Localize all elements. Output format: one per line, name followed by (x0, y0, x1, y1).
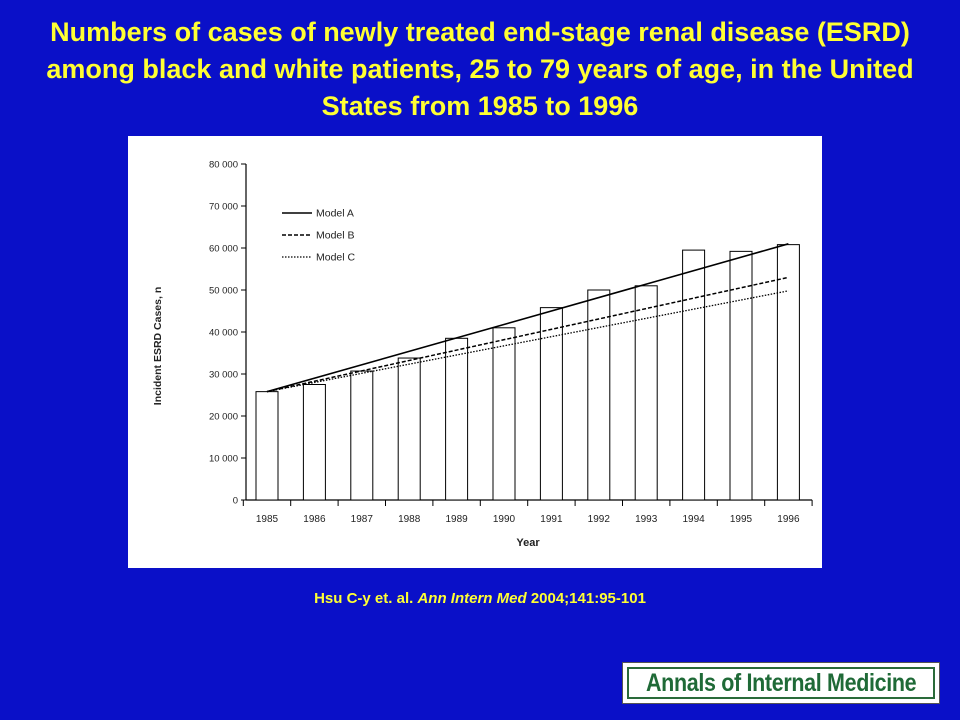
legend-label: Model B (316, 230, 355, 242)
bar-1993 (634, 285, 658, 501)
y-tick-label: 40 000 (209, 328, 238, 339)
x-tick-label: 1987 (351, 514, 374, 525)
chart-panel: 0 10 000 20 000 30 000 40 000 50 000 60 000 70 … (128, 136, 822, 568)
slide-title: Numbers of cases of newly treated end-st… (46, 17, 914, 121)
legend-label: Model A (316, 208, 354, 220)
bar-1991 (539, 307, 563, 501)
x-tick-label: 1991 (540, 514, 563, 525)
x-tick-label: 1989 (445, 514, 468, 525)
x-tick-label: 1990 (493, 514, 516, 525)
model-line-a (266, 243, 789, 393)
y-tick-label: 80 000 (209, 160, 238, 171)
y-tick-label: 70 000 (209, 202, 238, 213)
x-axis-title: Year (516, 537, 540, 549)
bar-1995 (729, 250, 753, 501)
bar-1987 (350, 370, 374, 501)
bar-1996 (776, 244, 800, 501)
bar-1994 (682, 249, 706, 501)
x-tick-label: 1996 (777, 514, 800, 525)
y-tick-label: 20 000 (209, 412, 238, 423)
x-tick-label: 1993 (635, 514, 658, 525)
y-tick-label: 0 (233, 496, 238, 507)
y-tick-label: 50 000 (209, 286, 238, 297)
citation-authors: Hsu C-y et. al. (314, 590, 414, 607)
x-tick-label: 1986 (303, 514, 326, 525)
bar-1986 (302, 384, 326, 501)
bar-1992 (587, 289, 611, 501)
y-tick-label: 10 000 (209, 454, 238, 465)
bar-1985 (255, 391, 279, 501)
model-line-b (266, 276, 789, 393)
bar-1990 (492, 327, 516, 501)
bar-1988 (397, 357, 421, 501)
model-line-c (266, 290, 789, 393)
x-tick-label: 1988 (398, 514, 421, 525)
y-tick-label: 30 000 (209, 370, 238, 381)
citation: Hsu C-y et. al. Ann Intern Med 2004;141:… (0, 590, 960, 607)
citation-journal: Ann Intern Med (417, 590, 527, 607)
y-axis-title: Incident ESRD Cases, n (152, 287, 164, 405)
x-tick-label: 1994 (682, 514, 705, 525)
x-tick-label: 1995 (730, 514, 753, 525)
journal-logo: Annals of Internal Medicine (622, 662, 940, 704)
citation-ref: 2004;141:95-101 (530, 590, 646, 607)
x-tick-label: 1992 (588, 514, 611, 525)
journal-logo-text: Annals of Internal Medicine (645, 668, 917, 697)
x-tick-label: 1985 (256, 514, 279, 525)
esrd-chart: 0 10 000 20 000 30 000 40 000 50 000 60 000 70 … (152, 160, 813, 549)
bar-1989 (445, 337, 469, 501)
legend-label: Model C (316, 252, 356, 264)
y-tick-label: 60 000 (209, 244, 238, 255)
journal-logo-frame: Annals of Internal Medicine (627, 667, 935, 699)
